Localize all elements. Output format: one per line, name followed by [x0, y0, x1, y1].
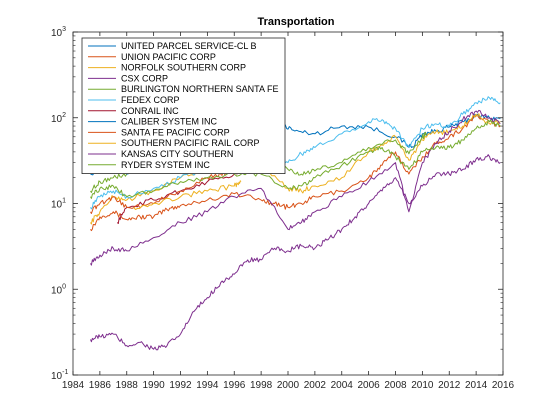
x-tick-label: 2004: [331, 380, 354, 391]
y-tick-base: 10: [51, 28, 63, 39]
x-tick-label: 1990: [143, 380, 166, 391]
y-tick-base: 10: [51, 371, 63, 382]
legend-entry: NORFOLK SOUTHERN CORP: [121, 63, 246, 73]
y-tick-exponent: 2: [62, 112, 66, 119]
y-tick-base: 10: [51, 285, 63, 296]
legend-entry: SANTA FE PACIFIC CORP: [121, 127, 230, 137]
x-tick-label: 1984: [62, 380, 85, 391]
legend-entry: CONRAIL INC: [121, 106, 179, 116]
x-tick-label: 2002: [304, 380, 327, 391]
x-tick-label: 2010: [411, 380, 434, 391]
legend-entry: FEDEX CORP: [121, 95, 180, 105]
y-tick-base: 10: [51, 200, 63, 211]
y-tick-exponent: 3: [62, 26, 66, 33]
series-line: [90, 154, 501, 351]
x-tick-label: 1994: [196, 380, 219, 391]
series-line: [90, 96, 501, 210]
series-line: [90, 114, 501, 232]
series-line: [90, 109, 501, 266]
legend-entry: BURLINGTON NORTHERN SANTA FE: [121, 84, 279, 94]
legend-entry: CSX CORP: [121, 73, 168, 83]
y-tick-label: 100: [51, 283, 66, 296]
x-tick-label: 2012: [438, 380, 461, 391]
legend-entry: RYDER SYSTEM INC: [121, 160, 210, 170]
x-tick-label: 2006: [358, 380, 381, 391]
y-tick-exponent: 1: [62, 198, 66, 205]
x-tick-label: 1996: [223, 380, 246, 391]
x-tick-label: 1998: [250, 380, 273, 391]
y-tick-label: 101: [51, 198, 66, 211]
legend-box: [81, 37, 286, 175]
chart-title: Transportation: [257, 16, 334, 28]
y-tick-label: 103: [51, 26, 66, 39]
x-tick-label: 2014: [465, 380, 488, 391]
x-tick-label: 2008: [384, 380, 407, 391]
legend-entry: UNION PACIFIC CORP: [121, 52, 216, 62]
series-line: [133, 180, 242, 210]
y-tick-exponent: 0: [62, 283, 66, 290]
x-tick-label: 1992: [169, 380, 192, 391]
y-tick-label: 10-1: [51, 369, 68, 382]
y-tick-exponent: -1: [62, 369, 68, 376]
x-tick-label: 2000: [277, 380, 300, 391]
legend-entry: CALIBER SYSTEM INC: [121, 117, 218, 127]
series-line: [90, 119, 501, 199]
x-axis: 1984 1986 1988 1990 1992 1994 1996 1998 2000 2002…: [62, 32, 515, 391]
x-tick-label: 2016: [492, 380, 515, 391]
y-tick-base: 10: [51, 114, 63, 125]
x-tick-label: 1988: [116, 380, 139, 391]
x-tick-label: 1986: [89, 380, 112, 391]
y-tick-label: 102: [51, 112, 66, 125]
legend-entry: UNITED PARCEL SERVICE-CL B: [121, 41, 257, 51]
legend-entry: SOUTHERN PACIFIC RAIL CORP: [121, 138, 260, 148]
legend-entry: KANSAS CITY SOUTHERN: [121, 149, 233, 159]
